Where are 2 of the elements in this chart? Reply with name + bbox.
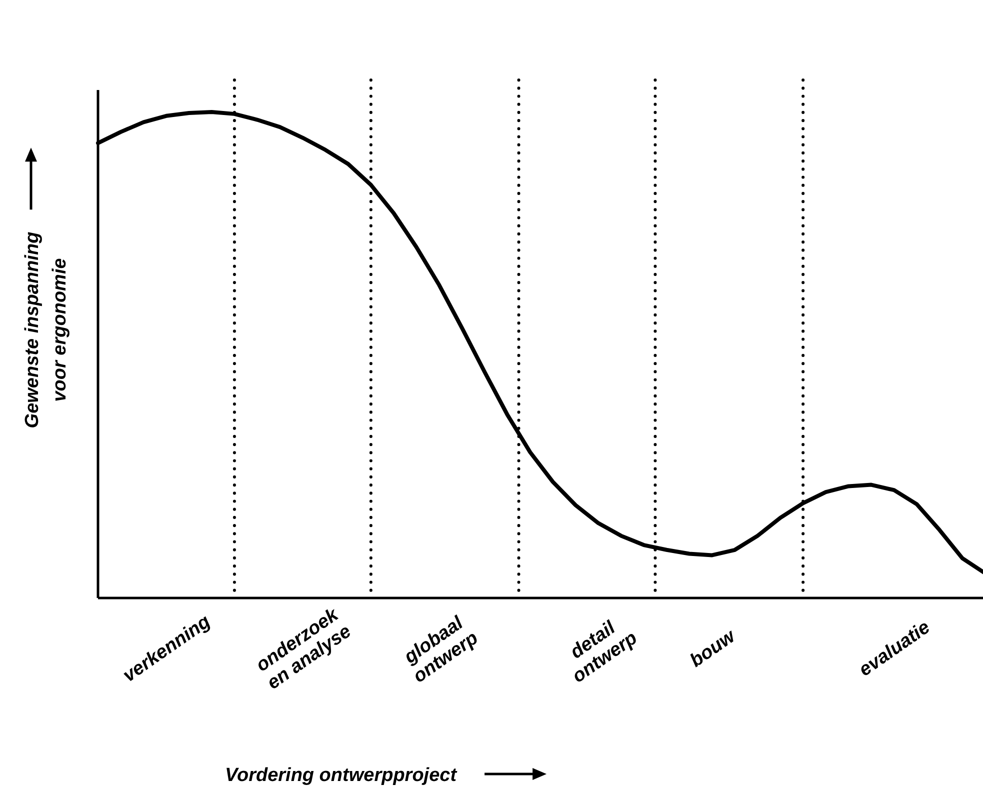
y-axis-title: Gewenste inspanning voor ergonomie bbox=[22, 231, 71, 428]
x-axis-title: Vordering ontwerpproject bbox=[225, 765, 458, 786]
